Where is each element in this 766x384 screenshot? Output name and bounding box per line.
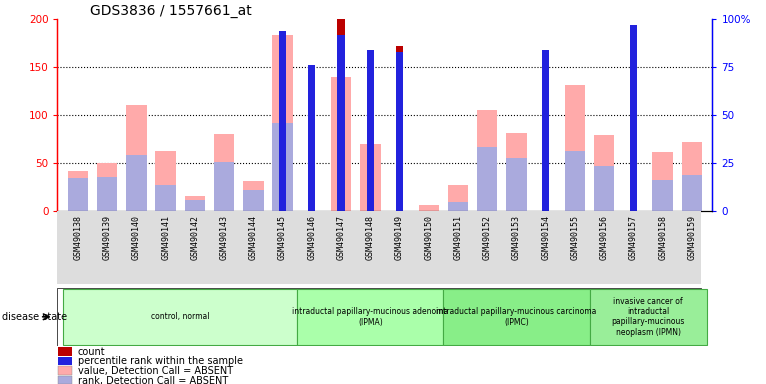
Bar (444, 289, 590, 345)
Text: control, normal: control, normal (151, 312, 209, 321)
Bar (396, 52, 403, 211)
Text: count: count (77, 347, 105, 357)
Bar (565, 151, 585, 211)
Bar (279, 31, 286, 211)
Text: GDS3836 / 1557661_at: GDS3836 / 1557661_at (90, 4, 252, 18)
Bar (590, 289, 706, 345)
Bar (58, 347, 72, 356)
Bar (67, 171, 88, 211)
Bar (155, 151, 176, 211)
Text: GSM490154: GSM490154 (542, 215, 550, 260)
Bar (565, 86, 585, 211)
Text: invasive cancer of
intraductal
papillary-mucinous
neoplasm (IPMN): invasive cancer of intraductal papillary… (611, 297, 685, 337)
Bar (594, 136, 614, 211)
Text: GSM490138: GSM490138 (74, 215, 83, 260)
Bar (653, 180, 673, 211)
Bar (97, 177, 117, 211)
Bar (155, 185, 176, 211)
Bar (64, 289, 297, 345)
Text: GSM490153: GSM490153 (512, 215, 521, 260)
Text: GSM490139: GSM490139 (103, 215, 112, 260)
Bar (396, 46, 403, 211)
Bar (185, 200, 205, 211)
Bar (126, 155, 146, 211)
Bar (308, 65, 316, 211)
Bar (58, 376, 72, 384)
Text: GSM490152: GSM490152 (483, 215, 492, 260)
Text: GSM490147: GSM490147 (336, 215, 345, 260)
Text: GSM490155: GSM490155 (571, 215, 579, 260)
Bar (297, 289, 444, 345)
Bar (682, 142, 702, 211)
Bar (448, 185, 468, 211)
Text: GSM490143: GSM490143 (220, 215, 228, 260)
Bar (594, 166, 614, 211)
Text: intraductal papillary-mucinous carcinoma
(IPMC): intraductal papillary-mucinous carcinoma… (437, 307, 597, 326)
Text: GSM490156: GSM490156 (600, 215, 609, 260)
Bar (243, 182, 264, 211)
Bar (360, 144, 381, 211)
Bar (477, 111, 497, 211)
Bar (308, 93, 316, 211)
Bar (273, 123, 293, 211)
Bar (185, 196, 205, 211)
Bar (477, 147, 497, 211)
Text: intraductal papillary-mucinous adenoma
(IPMA): intraductal papillary-mucinous adenoma (… (292, 307, 448, 326)
Text: GSM490144: GSM490144 (249, 215, 258, 260)
Bar (337, 35, 345, 211)
Text: GSM490142: GSM490142 (191, 215, 199, 260)
Bar (331, 77, 352, 211)
Bar (506, 134, 527, 211)
Text: GSM490157: GSM490157 (629, 215, 638, 260)
Bar (682, 175, 702, 211)
Bar (542, 61, 549, 211)
Text: GSM490145: GSM490145 (278, 215, 287, 260)
Bar (630, 25, 637, 211)
Text: GSM490150: GSM490150 (424, 215, 434, 260)
Bar (58, 357, 72, 365)
Text: rank, Detection Call = ABSENT: rank, Detection Call = ABSENT (77, 376, 228, 384)
Bar (58, 366, 72, 375)
Bar (506, 159, 527, 211)
Text: GSM490146: GSM490146 (307, 215, 316, 260)
Bar (653, 152, 673, 211)
Bar (67, 177, 88, 211)
Text: GSM490141: GSM490141 (161, 215, 170, 260)
Text: GSM490159: GSM490159 (687, 215, 696, 260)
Text: GSM490140: GSM490140 (132, 215, 141, 260)
Text: disease state: disease state (2, 312, 67, 322)
Bar (214, 162, 234, 211)
Text: GSM490158: GSM490158 (658, 215, 667, 260)
Text: GSM490148: GSM490148 (366, 215, 375, 260)
Bar (337, 19, 345, 211)
Bar (126, 104, 146, 211)
Bar (630, 53, 637, 211)
Text: GSM490149: GSM490149 (395, 215, 404, 260)
Bar (367, 50, 374, 211)
Bar (243, 190, 264, 211)
Bar (214, 134, 234, 211)
Bar (273, 35, 293, 211)
Text: GSM490151: GSM490151 (453, 215, 463, 260)
Text: percentile rank within the sample: percentile rank within the sample (77, 356, 243, 366)
Bar (448, 202, 468, 211)
Bar (418, 205, 439, 211)
Text: value, Detection Call = ABSENT: value, Detection Call = ABSENT (77, 366, 233, 376)
Bar (542, 50, 549, 211)
Bar (97, 163, 117, 211)
